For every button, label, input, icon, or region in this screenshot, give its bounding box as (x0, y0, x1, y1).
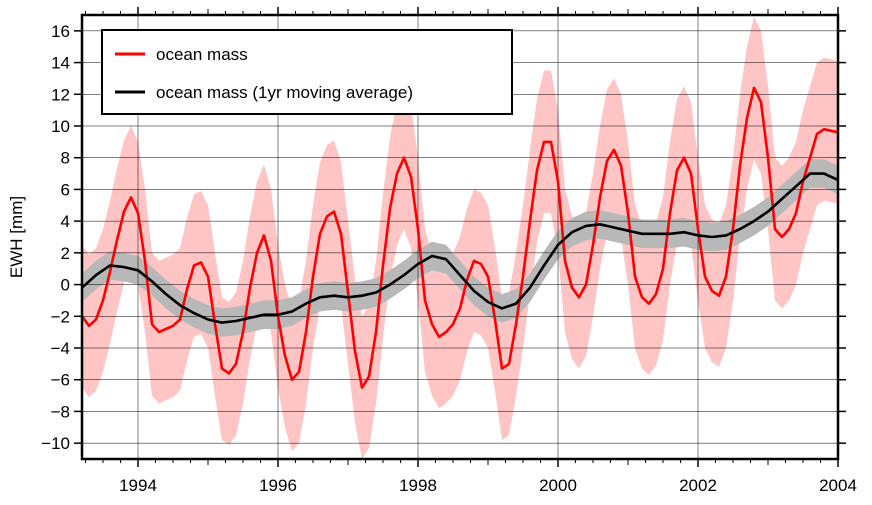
legend-box (101, 29, 513, 115)
legend: ocean mass ocean mass (1yr moving average… (101, 29, 513, 115)
y-tick-label: −10 (41, 434, 70, 453)
x-tick-label: 1996 (259, 476, 297, 495)
plot-frame (80, 13, 840, 461)
y-tick-label: 10 (51, 117, 70, 136)
y-tick-label: 2 (61, 244, 70, 263)
y-tick-label: 8 (61, 149, 70, 168)
legend-label-ocean-mass: ocean mass (156, 45, 248, 64)
y-tick-label: 4 (61, 212, 70, 231)
y-tick-label: 16 (51, 22, 70, 41)
moving-average-line (82, 172, 838, 324)
y-axis-title: EWH [mm] (7, 196, 26, 278)
series-lines (82, 86, 838, 389)
x-tick-label: 1994 (119, 476, 157, 495)
ocean-mass-line (82, 86, 838, 389)
y-tick-label: 6 (61, 180, 70, 199)
x-tick-label: 2004 (819, 476, 857, 495)
x-tick-label: 1998 (399, 476, 437, 495)
legend-label-moving-average: ocean mass (1yr moving average) (156, 83, 413, 102)
x-tick-label: 2000 (539, 476, 577, 495)
y-tick-label: 14 (51, 54, 70, 73)
ocean-mass-uncertainty-band (82, 16, 838, 459)
plot-border (80, 13, 840, 461)
y-tick-label: −6 (51, 371, 70, 390)
axis-ticks: −10 −8 −6 −4 −2 0 2 4 6 8 10 12 14 16 1994 1996 1998 2000… (41, 7, 857, 495)
y-tick-label: 12 (51, 85, 70, 104)
y-tick-label: −4 (51, 339, 70, 358)
y-tick-label: −2 (51, 307, 70, 326)
uncertainty-bands (82, 16, 838, 459)
x-tick-label: 2002 (679, 476, 717, 495)
y-tick-label: 0 (61, 276, 70, 295)
y-tick-label: −8 (51, 402, 70, 421)
